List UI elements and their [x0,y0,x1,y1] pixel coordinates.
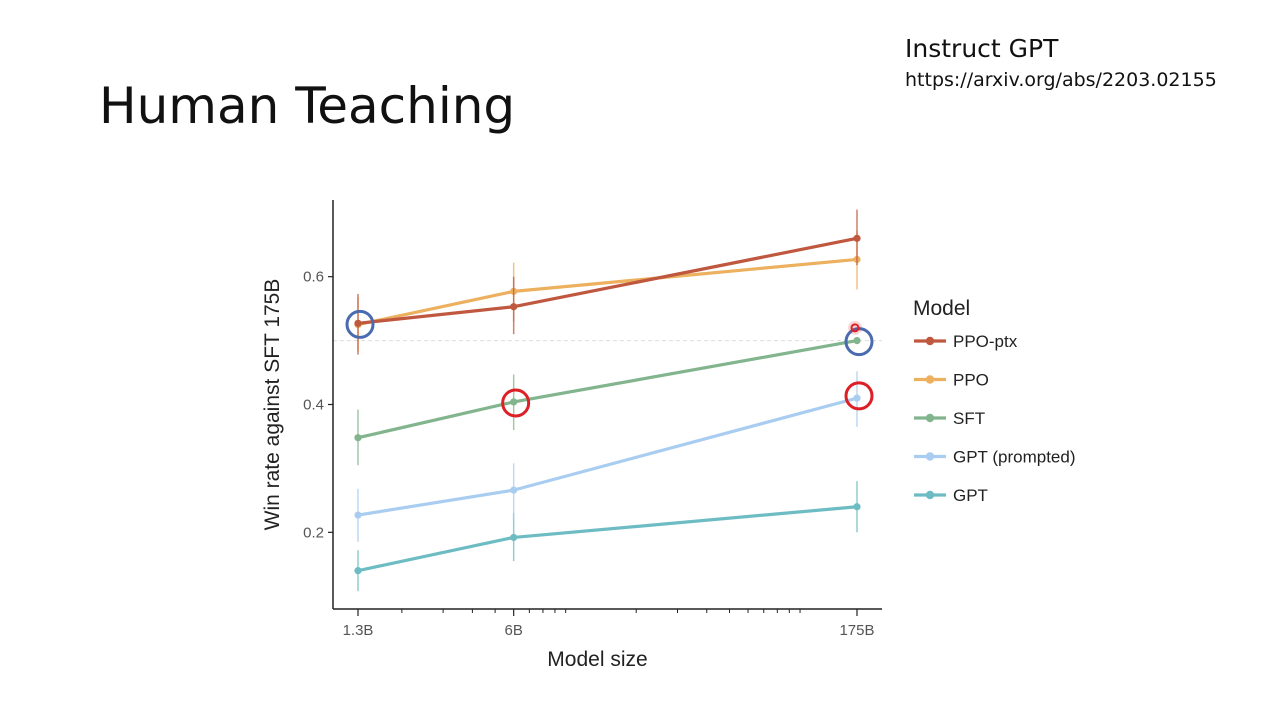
legend-item: SFT [914,409,985,428]
legend-item: PPO-ptx [914,332,1018,351]
legend-label: GPT [953,486,988,505]
legend-label: SFT [953,409,985,428]
legend-item: GPT [914,486,988,505]
data-point [510,303,518,311]
data-point [510,486,518,494]
series-gpt [354,481,861,592]
series-line [357,505,858,573]
data-point [354,434,362,442]
legend-swatch-point [925,336,935,346]
data-point [354,319,362,327]
series-line [357,339,858,440]
annotation-circle [345,309,375,339]
legend-label: GPT (prompted) [953,448,1076,467]
series-ppo [354,230,861,352]
legend-item: PPO [914,371,989,390]
legend-label: PPO-ptx [953,332,1018,351]
annotation-dot-halo [848,320,862,335]
legend-item: GPT (prompted) [914,448,1076,467]
x-tick-label: 175B [839,622,874,639]
data-point [510,533,518,542]
data-point [354,511,362,519]
x-axis-title: Model size [547,648,647,671]
annotation-dot [850,323,860,333]
series-line [357,236,858,325]
legend-swatch-point [925,375,935,384]
data-point [853,234,861,242]
data-point [853,503,861,511]
x-tick-label: 6B [504,622,522,639]
legend: Model PPO-ptx PPO SFT GPT (prompted) GPT [913,297,1076,505]
legend-swatch-point [925,452,935,461]
data-point [354,567,362,575]
y-axis-title: Win rate against SFT 175B [261,279,284,531]
legend-label: PPO [953,371,989,390]
y-tick-label: 0.6 [303,269,324,286]
legend-swatch-point [925,413,935,423]
reference-block: Instruct GPT https://arxiv.org/abs/2203.… [905,33,1217,93]
annotation-circle [501,388,531,418]
series-sft [354,336,861,466]
legend-swatch-point [925,490,935,500]
y-tick-label: 0.4 [303,397,324,414]
series-layer [354,209,861,592]
data-point [853,336,861,345]
series-gpt-prompted [354,371,861,542]
x-tick-label: 1.3B [343,622,374,639]
annotation-layer [345,309,874,418]
data-point [510,398,518,406]
annotation-circle [844,381,874,411]
legend-title: Model [913,297,970,320]
reference-url[interactable]: https://arxiv.org/abs/2203.02155 [905,69,1217,91]
y-tick-label: 0.2 [303,524,324,541]
axes-layer: 0.2 0.4 0.6 1.3B 6B 175B Model size Win rate ag… [261,200,882,671]
reference-title: Instruct GPT [905,34,1059,63]
series-ppo-ptx [354,209,861,355]
slide-title: Human Teaching [99,77,516,135]
series-line [357,396,858,517]
data-point [853,394,861,402]
